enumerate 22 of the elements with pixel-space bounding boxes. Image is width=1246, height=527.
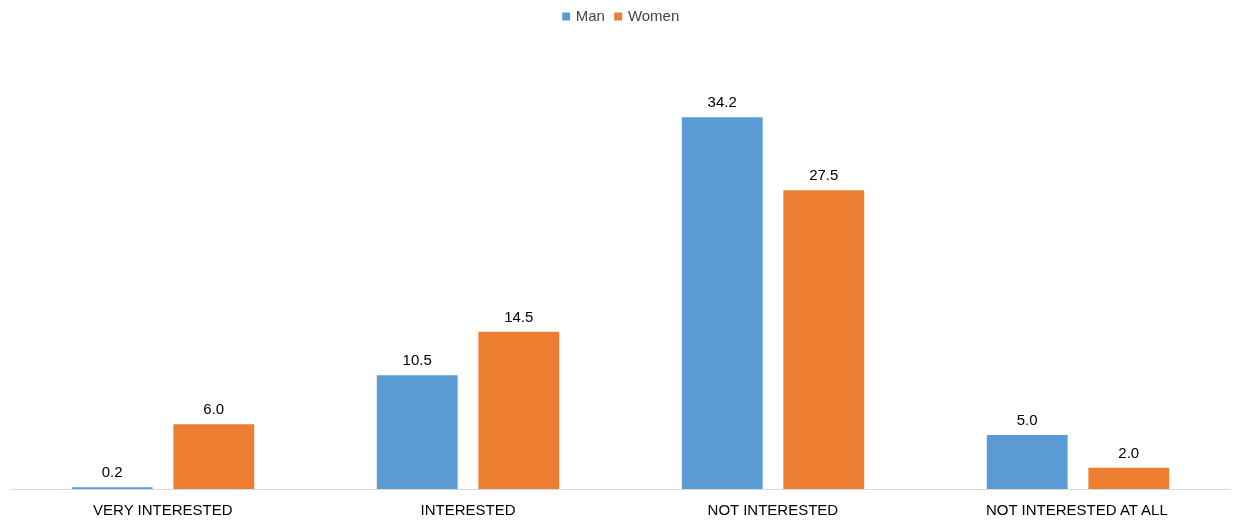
bar: [173, 424, 255, 490]
data-label: 5.0: [1016, 411, 1038, 429]
data-label: 34.2: [707, 93, 737, 111]
bar: [478, 331, 560, 490]
bar: [681, 117, 763, 490]
data-label: 0.2: [101, 463, 123, 481]
legend-label: Women: [627, 7, 680, 24]
data-label: 14.5: [504, 307, 534, 325]
bar: [783, 190, 865, 490]
x-tick-label: VERY INTERESTED: [93, 500, 233, 518]
bar: [71, 487, 153, 490]
data-label: 27.5: [809, 166, 839, 184]
legend-label: Man: [575, 7, 605, 24]
x-tick-label: INTERESTED: [420, 500, 516, 518]
data-label: 6.0: [203, 400, 225, 418]
x-tick-label: NOT INTERESTED: [707, 500, 839, 518]
x-tick-label: NOT INTERESTED AT ALL: [986, 500, 1168, 518]
bar: [376, 375, 458, 490]
data-label: 2.0: [1118, 443, 1140, 461]
data-label: 10.5: [402, 351, 432, 369]
bar: [1088, 467, 1170, 490]
bar: [986, 435, 1068, 490]
